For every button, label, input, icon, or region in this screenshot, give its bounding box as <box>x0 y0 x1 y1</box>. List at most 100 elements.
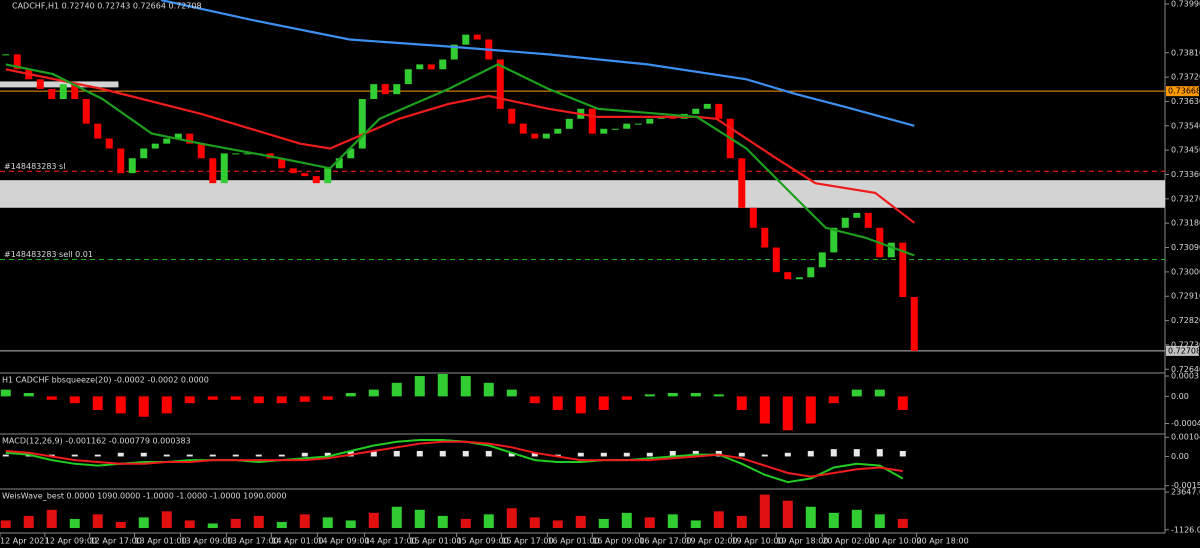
indicator-bar <box>828 512 839 529</box>
indicator-bar <box>759 396 770 424</box>
price-label: 0.72708 <box>1168 346 1200 355</box>
indicator-bar <box>322 396 333 400</box>
macd-histogram-bar <box>209 454 216 457</box>
indicator-bar <box>345 392 356 397</box>
macd-histogram-bar <box>899 450 906 457</box>
candle-body <box>209 158 217 184</box>
candle-body <box>186 133 194 144</box>
candle-body <box>2 54 10 56</box>
indicator-bar <box>736 515 747 529</box>
candle-body <box>841 217 849 228</box>
macd-histogram-bar <box>784 452 791 457</box>
indicator-bar <box>230 518 241 529</box>
candle-body <box>439 59 447 70</box>
x-tick-label: 20 Apr 10:00 <box>869 537 921 546</box>
indicator-bar <box>782 500 793 529</box>
macd-histogram-bar <box>71 454 78 457</box>
macd-histogram-bar <box>140 452 147 457</box>
candle-body <box>692 108 700 114</box>
level-label: #148483283 sell 0.01 <box>4 250 93 259</box>
candle-body <box>163 138 171 144</box>
indicator-bar <box>0 389 11 397</box>
candle-body <box>220 153 228 184</box>
indicator-bar <box>621 396 632 400</box>
candle-body <box>818 252 826 268</box>
indicator-bar <box>529 396 540 404</box>
indicator-bar <box>207 523 218 529</box>
candle-body <box>646 118 654 124</box>
candle-body <box>795 277 803 280</box>
candle-body <box>519 123 527 134</box>
macd-histogram-bar <box>255 454 262 457</box>
indicator-bar <box>207 396 218 400</box>
candle-body <box>899 242 907 298</box>
indicator-bar <box>92 396 103 410</box>
candle-body <box>36 79 44 90</box>
indicator-bar <box>253 396 264 404</box>
indicator-bar <box>529 517 540 529</box>
candle-body <box>853 212 861 218</box>
indicator-bar <box>759 494 770 529</box>
candle-body <box>496 59 504 109</box>
indicator-bar <box>299 514 310 529</box>
indicator-bar <box>414 376 425 397</box>
candle-body <box>565 118 573 129</box>
indicator-bar <box>736 396 747 410</box>
indicator-bar <box>874 389 885 397</box>
candle-body <box>600 128 608 134</box>
indicator-bar <box>161 511 172 529</box>
candle-body <box>427 64 435 70</box>
x-tick-label: 16 Apr 01:00 <box>547 537 599 546</box>
macd-histogram-bar <box>646 452 653 457</box>
indicator-bar <box>276 396 287 404</box>
indicator-bar <box>184 396 195 404</box>
indicator-bar <box>713 511 724 529</box>
x-tick-label: 12 Apr 09:00 <box>45 537 97 546</box>
indicator-bar <box>437 515 448 529</box>
x-tick-label: 20 Apr 02:00 <box>822 537 874 546</box>
x-tick-label: 13 Apr 01:00 <box>135 537 187 546</box>
candle-body <box>404 69 412 85</box>
candle-body <box>358 99 366 149</box>
indicator-bar <box>690 392 701 397</box>
moving-average <box>5 63 915 257</box>
candle-body <box>82 99 90 124</box>
candle-body <box>450 44 458 60</box>
indicator-bar <box>460 376 471 397</box>
candle-body <box>462 34 470 45</box>
candle-body <box>738 158 746 208</box>
candle-body <box>508 108 516 124</box>
indicator-bar <box>46 396 57 400</box>
x-tick-label: 15 Apr 09:00 <box>457 537 509 546</box>
candle-body <box>381 84 389 95</box>
y-tick-label: 0.00 <box>1171 392 1189 401</box>
candle-body <box>887 242 895 258</box>
macd-histogram-bar <box>117 452 124 457</box>
candle-body <box>243 153 251 155</box>
price-label-box <box>1166 345 1199 356</box>
indicator-bar <box>138 396 149 417</box>
candle-body <box>611 128 619 130</box>
y-tick-label: 23647.00 <box>1171 488 1200 497</box>
macd-histogram-bar <box>531 452 538 457</box>
price-zone <box>0 180 1165 208</box>
macd-histogram-bar <box>416 450 423 457</box>
indicator-bar <box>667 392 678 397</box>
indicator-bar <box>621 512 632 529</box>
indicator-bar <box>46 509 57 529</box>
candle-body <box>117 148 125 174</box>
candle-body <box>71 84 79 100</box>
indicator-bar <box>437 374 448 397</box>
indicator-bar <box>598 396 609 410</box>
macd-histogram-bar <box>324 452 331 457</box>
macd-histogram-bar <box>439 450 446 457</box>
candle-body <box>807 267 815 278</box>
indicator-bar <box>575 396 586 414</box>
